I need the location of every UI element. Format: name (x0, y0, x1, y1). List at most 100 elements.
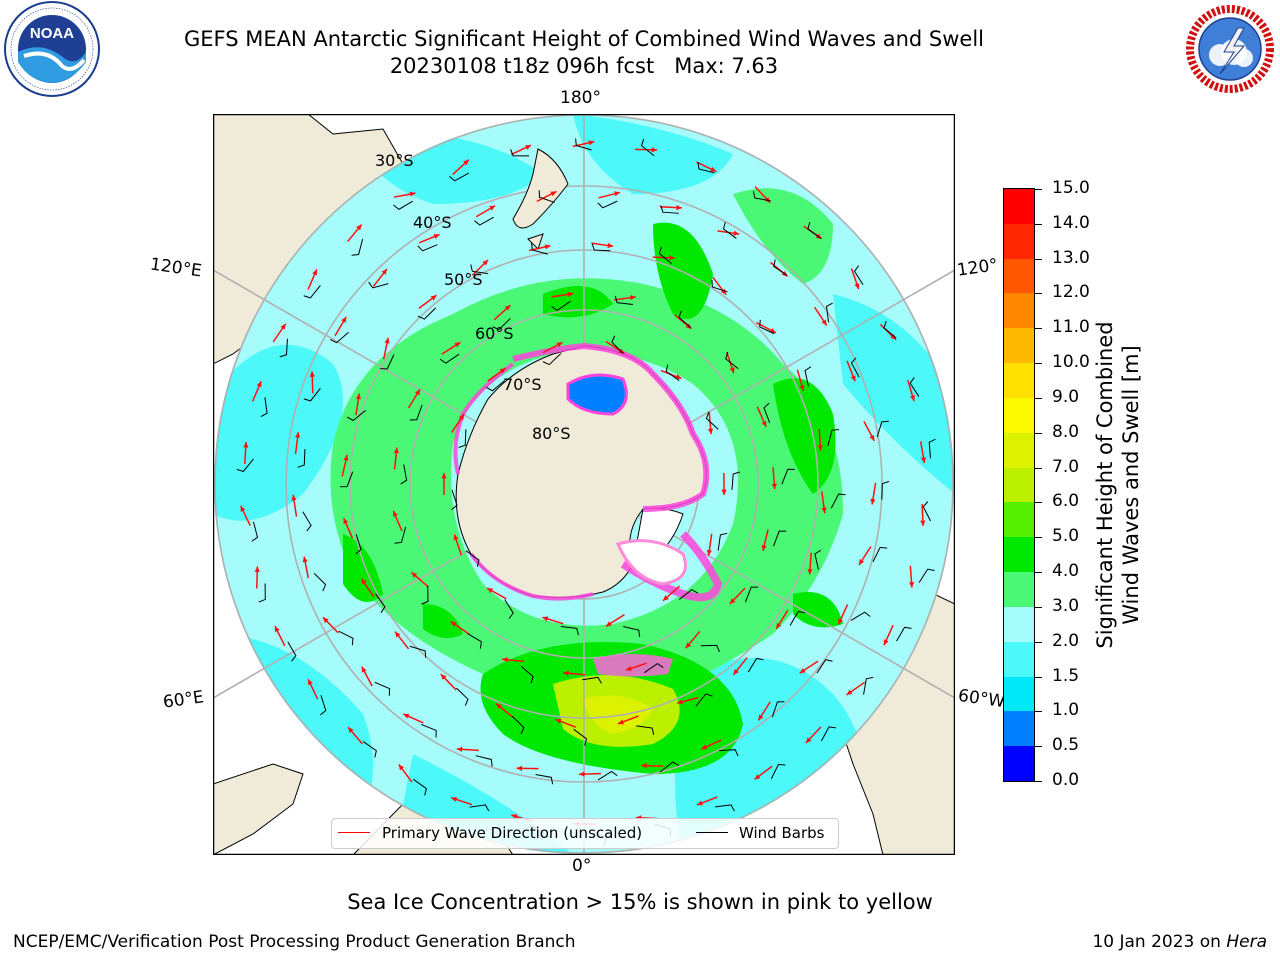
colorbar-segment (1004, 467, 1034, 503)
map-subtitle: 20230108 t18z 096h fcst Max: 7.63 (389, 54, 779, 78)
wave-arrow-head (838, 618, 844, 625)
wind-barb (722, 222, 737, 239)
wave-arrow-head (453, 534, 459, 541)
colorbar-segment (1004, 641, 1034, 677)
colorbar-tick-label: 3.0 (1052, 595, 1080, 616)
wave-direction-legend-label: Primary Wave Direction (unscaled) (382, 824, 643, 842)
wave-arrow-head (525, 145, 532, 150)
lon-label-180: 180° (560, 88, 601, 108)
wind-barb (678, 588, 699, 600)
wind-barb (827, 429, 839, 446)
wind-barb (771, 701, 785, 718)
wave-arrow-head (669, 255, 675, 261)
wind-barb (575, 138, 592, 151)
wave-arrow-head (821, 319, 827, 326)
wave-arrow-head (499, 368, 506, 374)
wave-arrow-head (733, 668, 739, 675)
wave-arrow-head (280, 323, 286, 330)
wave-arrow-head (312, 269, 318, 276)
wave-direction-legend-line (338, 832, 370, 833)
wave-arrow-head (556, 342, 563, 348)
wind-barb (330, 331, 349, 344)
wind-barb (313, 573, 327, 592)
wind-barb (409, 645, 427, 658)
colorbar-tick (1034, 781, 1042, 782)
colorbar-tick (1034, 641, 1042, 643)
wave-arrow-head (384, 337, 390, 344)
wave-arrow-head (910, 395, 916, 402)
wave-arrow-head (733, 230, 740, 236)
wave-arrow-head (754, 774, 761, 780)
wave-arrow-head (511, 814, 518, 820)
wind-barb (789, 611, 806, 626)
wind-barb (465, 550, 480, 567)
colorbar-tick (1034, 223, 1042, 225)
wave-arrow-head (274, 626, 280, 633)
colorbar-segment (1004, 745, 1034, 781)
wave-arrow-head (544, 244, 551, 250)
polar-map (212, 113, 956, 856)
colorbar-tick-label: 1.0 (1052, 700, 1080, 721)
wave-arrow-head (920, 457, 927, 464)
wind-barb (236, 458, 254, 473)
lat-label-60s: 60°S (475, 324, 514, 343)
colorbar-label-line1: Significant Height of Combined (1093, 321, 1117, 649)
wave-arrow-head (482, 259, 489, 266)
wave-arrow-head (708, 428, 714, 435)
colorbar (1003, 188, 1035, 782)
wind-barb (896, 626, 912, 642)
wind-barb (909, 377, 920, 397)
wave-arrow-head (456, 746, 463, 752)
wave-arrow-head (504, 305, 511, 311)
wind-barb (535, 773, 554, 785)
wind-barb (659, 761, 680, 773)
wave-arrow-head (641, 763, 647, 769)
wave-arrow-head (883, 639, 889, 646)
colorbar-tick (1034, 363, 1042, 365)
lon-label-120e: 120°E (148, 254, 203, 282)
wave-arrow-head (821, 507, 827, 514)
wind-barb (393, 200, 413, 210)
wind-barb (643, 663, 664, 674)
colorbar-tick (1034, 711, 1042, 713)
wind-barb (781, 468, 795, 485)
wave-arrow-head (696, 800, 703, 806)
wave-arrow-head (343, 454, 349, 461)
wind-barb (542, 353, 562, 366)
wind-barb (520, 665, 534, 684)
wind-barb (922, 501, 932, 522)
wind-barb (883, 320, 897, 339)
wind-barb (597, 200, 618, 209)
wave-arrow-head (614, 191, 621, 197)
wave-arrow-head (859, 559, 865, 565)
wind-barb (486, 380, 506, 392)
lat-label-30s: 30°S (375, 151, 414, 170)
wind-barb (297, 449, 306, 468)
wave-arrow-head (677, 699, 684, 705)
colorbar-tick-label: 1.5 (1052, 665, 1080, 686)
wind-barb (872, 546, 888, 562)
colorbar-tick (1034, 537, 1042, 539)
wind-barb (816, 659, 833, 674)
wave-arrow-head (454, 342, 461, 348)
wind-barb (850, 611, 871, 621)
wind-barb (355, 534, 362, 555)
wind-barb (928, 438, 936, 459)
wave-arrow-head (869, 434, 875, 441)
wave-arrow-head (403, 713, 410, 719)
wind-barb (700, 644, 720, 653)
wave-arrow-head (550, 191, 557, 197)
wind-barb (773, 259, 788, 276)
wave-arrow-head (710, 166, 717, 172)
footer-credit: NCEP/EMC/Verification Post Processing Pr… (13, 932, 576, 952)
wind-barb (747, 657, 764, 673)
wind-barb (512, 716, 525, 735)
colorbar-segment (1004, 292, 1034, 329)
wind-barb (614, 295, 634, 305)
wave-arrow-head (761, 420, 767, 427)
wind-barb (380, 354, 395, 370)
wave-arrow-head (440, 674, 447, 680)
colorbar-tick-label: 5.0 (1052, 526, 1080, 547)
wave-arrow-head (850, 375, 856, 382)
wind-barb (475, 755, 493, 767)
